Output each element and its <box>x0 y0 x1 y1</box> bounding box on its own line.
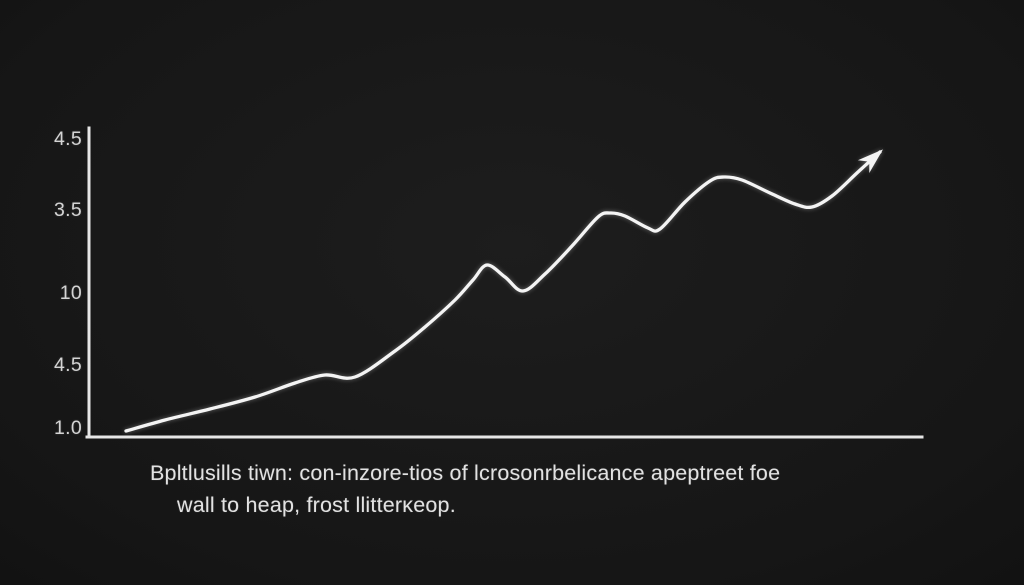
caption: Bpltlusills tiwn: con-inzore-tios of lcr… <box>150 457 780 521</box>
trend-line <box>124 149 883 433</box>
caption-line-1: Bpltlusills tiwn: con-inzore-tios of lcr… <box>150 461 781 485</box>
y-tick-label: 3.5 <box>53 199 82 221</box>
y-tick-label: 4.5 <box>53 354 82 376</box>
y-tick-label: 1.0 <box>53 417 82 439</box>
caption-line-2: wall to heap, frost llitterĸeop. <box>177 493 456 517</box>
y-tick-label: 10 <box>59 282 82 304</box>
y-tick-label: 4.5 <box>53 128 82 150</box>
